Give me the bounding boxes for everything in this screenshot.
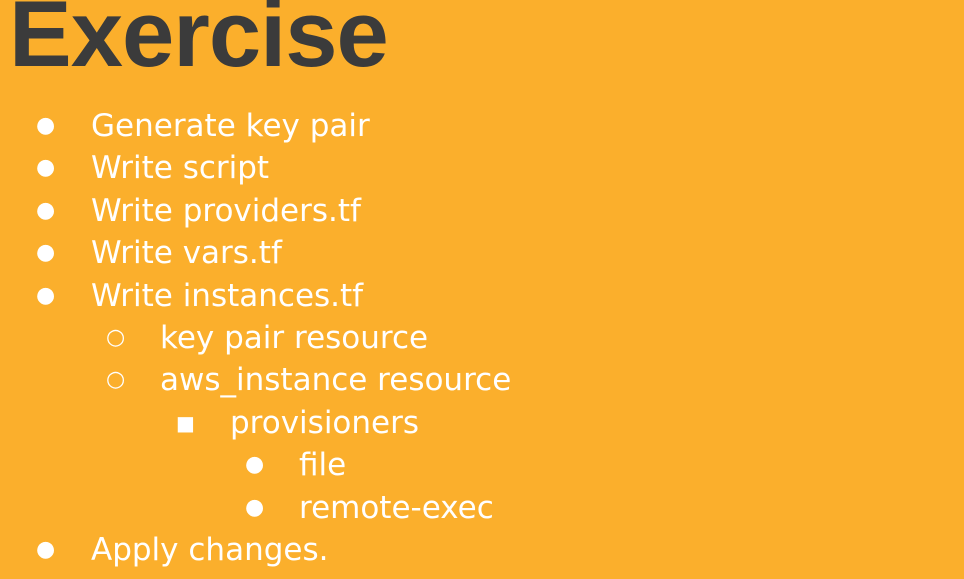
list-item-text: Write providers.tf xyxy=(91,192,361,229)
list-item: ● Write vars.tf xyxy=(0,232,964,274)
list-item-text: Generate key pair xyxy=(91,108,370,144)
bullet-list: ● Generate key pair ● Write script ● Wri… xyxy=(0,105,964,571)
sub-sub-list-item: ■ provisioners xyxy=(0,402,964,444)
bullet-dot-icon: ● xyxy=(245,452,265,478)
sub-list-item: ○ key pair resource xyxy=(0,317,964,359)
list-item-text: Write vars.tf xyxy=(91,235,282,272)
sub-list-item: ○ aws_instance resource xyxy=(0,359,964,401)
list-item-text: Write instances.tf xyxy=(91,277,364,314)
bullet-dot-icon: ● xyxy=(36,113,56,138)
slide-title: Exercise xyxy=(9,0,389,86)
list-item: ● Generate key pair xyxy=(0,105,964,147)
bullet-dot-icon: ● xyxy=(36,536,56,562)
list-item: ● Write script xyxy=(0,147,964,189)
bullet-square-icon: ■ xyxy=(176,410,195,435)
bullet-dot-icon: ● xyxy=(245,494,265,520)
list-item: ● Apply changes. xyxy=(0,529,964,571)
list-item-text: Write script xyxy=(91,150,270,187)
list-item-text: provisioners xyxy=(230,404,420,441)
bullet-dot-icon: ● xyxy=(36,155,56,181)
deep-list-item: ● remote-exec xyxy=(0,487,964,529)
bullet-dot-icon: ● xyxy=(36,282,56,308)
list-item: ● Write instances.tf xyxy=(0,275,964,317)
bullet-circle-icon: ○ xyxy=(106,324,126,350)
bullet-dot-icon: ● xyxy=(36,240,56,266)
list-item-text: file xyxy=(299,447,347,484)
bullet-circle-icon: ○ xyxy=(106,367,126,393)
list-item-text: Apply changes. xyxy=(91,531,329,568)
deep-list-item: ● file xyxy=(0,444,964,486)
list-item: ● Write providers.tf xyxy=(0,190,964,232)
list-item-text: remote-exec xyxy=(299,489,494,526)
bullet-dot-icon: ● xyxy=(36,197,56,223)
list-item-text: key pair resource xyxy=(160,319,429,356)
list-item-text: aws_instance resource xyxy=(160,362,512,399)
